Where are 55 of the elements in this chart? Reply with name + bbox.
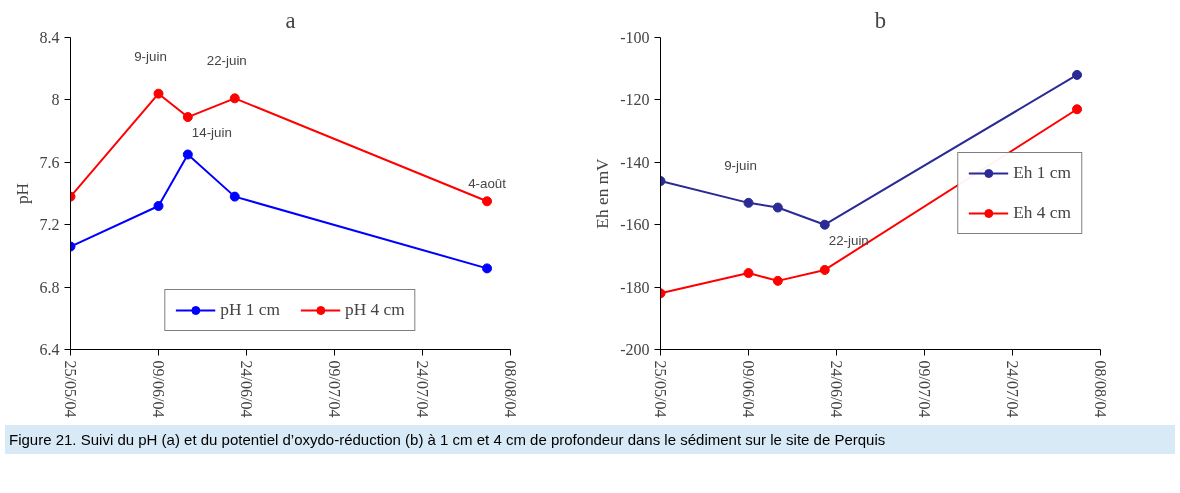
annotation: 22-juin	[828, 232, 869, 248]
y-tick-label: -200	[620, 341, 650, 358]
x-tick-label: 25/05/04	[62, 360, 79, 418]
y-tick-label: -120	[620, 91, 650, 109]
y-tick-label: -180	[620, 278, 650, 296]
annotation: 4-août	[468, 176, 507, 192]
annotation: 22-juin	[206, 53, 247, 69]
y-tick-label: 6.4	[39, 341, 60, 358]
legend-label: pH 1 cm	[220, 300, 280, 320]
point	[229, 191, 240, 202]
point	[743, 197, 754, 208]
x-tick-label: 24/07/04	[1004, 360, 1021, 418]
x-tick-label: 08/08/04	[502, 360, 519, 418]
x-tick-label: 25/05/04	[652, 360, 669, 418]
y-axis-title: Eh en mV	[593, 157, 613, 229]
annotation: 14-juin	[191, 125, 232, 141]
point	[772, 275, 783, 286]
point	[182, 149, 193, 160]
annotation: 9-juin	[724, 157, 757, 173]
point	[153, 88, 164, 99]
legend-label: Eh 1 cm	[1013, 163, 1071, 183]
point	[182, 112, 193, 123]
x-tick-label: 09/06/04	[150, 360, 167, 418]
y-tick-label: -160	[620, 216, 650, 234]
point	[743, 268, 754, 279]
annotation: 9-juin	[134, 48, 167, 64]
y-tick-label: 7.6	[39, 153, 60, 171]
legend-label: pH 4 cm	[345, 300, 405, 320]
y-tick-label: 8.4	[39, 29, 60, 46]
point	[229, 93, 240, 104]
point	[153, 200, 164, 211]
x-tick-label: 09/07/04	[326, 360, 343, 418]
point	[819, 264, 830, 275]
x-tick-label: 09/07/04	[916, 360, 933, 418]
point	[819, 219, 830, 230]
legend-label: Eh 4 cm	[1013, 203, 1071, 223]
y-tick-label: 7.2	[39, 216, 60, 234]
x-tick-label: 24/06/04	[238, 360, 255, 418]
point	[772, 202, 783, 213]
y-tick-label: -140	[620, 153, 650, 171]
point	[482, 196, 493, 207]
chart-title: a	[285, 7, 296, 33]
caption: Figure 21. Suivi du pH (a) et du potentiel d’oxydo-réduction (b) à 1 cm et 4 cm de profondeur dans le sédiment sur le site de Perquis	[9, 430, 886, 450]
point	[1072, 69, 1083, 80]
x-tick-label: 09/06/04	[740, 360, 757, 418]
y-tick-label: 8	[51, 91, 60, 109]
x-tick-label: 24/06/04	[828, 360, 845, 418]
x-tick-label: 08/08/04	[1092, 360, 1109, 418]
y-tick-label: -100	[620, 29, 650, 46]
point	[1072, 104, 1083, 115]
point	[482, 263, 493, 274]
chart-title: b	[874, 7, 887, 33]
x-tick-label: 24/07/04	[414, 360, 431, 418]
y-axis-title: pH	[12, 182, 32, 205]
y-tick-label: 6.8	[39, 278, 60, 296]
